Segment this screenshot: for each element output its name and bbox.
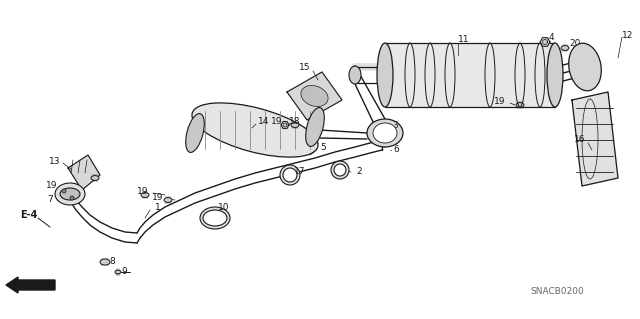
Text: 18: 18 — [289, 116, 301, 125]
Ellipse shape — [561, 46, 569, 50]
Ellipse shape — [373, 123, 397, 143]
FancyArrow shape — [6, 277, 55, 293]
Ellipse shape — [91, 175, 99, 181]
Ellipse shape — [164, 197, 172, 202]
Text: 11: 11 — [458, 35, 470, 44]
Text: 3: 3 — [392, 121, 397, 130]
Text: 20: 20 — [569, 40, 580, 48]
Polygon shape — [68, 155, 100, 190]
Text: 19: 19 — [152, 194, 163, 203]
Ellipse shape — [100, 259, 110, 265]
Text: 19: 19 — [271, 117, 282, 127]
Text: 8: 8 — [109, 256, 115, 265]
Ellipse shape — [516, 103, 524, 108]
Text: E-4: E-4 — [20, 210, 37, 220]
Text: 4: 4 — [549, 33, 555, 41]
Ellipse shape — [569, 43, 602, 91]
Ellipse shape — [334, 164, 346, 176]
Text: 19: 19 — [136, 188, 148, 197]
Ellipse shape — [306, 108, 324, 146]
Text: FR.: FR. — [57, 280, 76, 290]
Text: 10: 10 — [218, 204, 230, 212]
Text: 16: 16 — [573, 136, 585, 145]
Text: SNACB0200: SNACB0200 — [530, 287, 584, 296]
Text: 14: 14 — [258, 117, 269, 127]
Ellipse shape — [192, 103, 318, 157]
Ellipse shape — [301, 85, 328, 107]
Text: 19: 19 — [493, 98, 505, 107]
Ellipse shape — [280, 165, 300, 185]
Text: 1: 1 — [155, 204, 161, 212]
Text: 12: 12 — [622, 31, 634, 40]
Ellipse shape — [62, 189, 66, 193]
Ellipse shape — [115, 270, 121, 274]
Ellipse shape — [200, 207, 230, 229]
Polygon shape — [287, 72, 342, 120]
Ellipse shape — [186, 114, 204, 152]
Ellipse shape — [70, 196, 74, 200]
Ellipse shape — [331, 161, 349, 179]
Text: 2: 2 — [356, 167, 362, 176]
Text: 5: 5 — [320, 144, 326, 152]
Polygon shape — [540, 38, 550, 46]
Ellipse shape — [547, 43, 563, 107]
Ellipse shape — [367, 119, 403, 147]
Ellipse shape — [203, 210, 227, 226]
Ellipse shape — [377, 43, 393, 107]
Ellipse shape — [291, 122, 299, 127]
Polygon shape — [281, 122, 289, 129]
Polygon shape — [572, 92, 618, 186]
Ellipse shape — [60, 188, 80, 200]
Text: 13: 13 — [49, 158, 60, 167]
Ellipse shape — [349, 66, 361, 84]
Ellipse shape — [55, 183, 85, 205]
FancyBboxPatch shape — [385, 43, 555, 107]
Text: 15: 15 — [298, 63, 310, 72]
Ellipse shape — [283, 168, 297, 182]
Text: 6: 6 — [393, 145, 399, 154]
Text: 19: 19 — [45, 182, 57, 190]
Text: 7: 7 — [47, 196, 53, 204]
Text: 9: 9 — [121, 268, 127, 277]
Ellipse shape — [141, 193, 149, 197]
Text: 17: 17 — [294, 167, 305, 176]
